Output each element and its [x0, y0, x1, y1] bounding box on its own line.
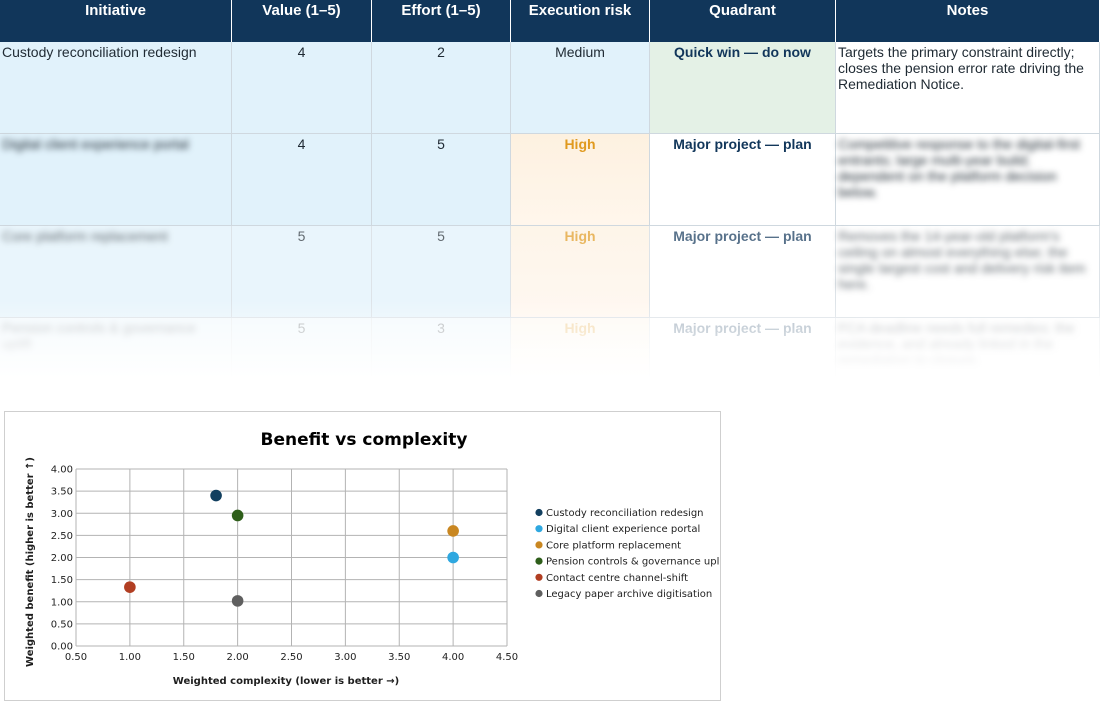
row1-effort: 2: [372, 42, 511, 134]
y-tick-label: 4.00: [51, 465, 73, 476]
chart-ticks: 0.50 1.00 1.50 2.00 2.50 3.00 3.50 4.00 4.50 0.00…: [51, 465, 518, 664]
x-tick-label: 3.50: [388, 652, 410, 663]
y-tick-label: 3.00: [51, 509, 73, 520]
row3-value: 5: [232, 226, 372, 318]
row2-value: 4: [232, 134, 372, 226]
y-tick-label: 3.50: [51, 487, 73, 498]
row2-notes: Competitive response to the digital-firs…: [836, 134, 1100, 226]
legend-marker: [535, 525, 543, 533]
legend-label: Custody reconciliation redesign: [546, 508, 704, 519]
row3-effort: 5: [372, 226, 511, 318]
row3-risk: High: [511, 226, 650, 318]
chart-points: [124, 489, 459, 607]
row1-initiative: Custody reconciliation redesign: [0, 42, 232, 134]
row3-notes-text: Removes the 14-year-old platform's ceili…: [838, 228, 1086, 292]
y-tick-label: 1.00: [51, 597, 73, 608]
legend-label: Core platform replacement: [546, 540, 681, 551]
row4-risk: High: [511, 318, 650, 380]
row4-quadrant: Major project — plan: [650, 318, 836, 380]
chart-frame: Benefit vs complexity 0.50 1.00 1.50 2.00 2.…: [4, 411, 721, 701]
row1-notes: Targets the primary constraint directly;…: [836, 42, 1100, 134]
x-tick-label: 0.50: [65, 652, 87, 663]
y-tick-label: 2.00: [51, 553, 73, 564]
x-tick-label: 2.00: [226, 652, 248, 663]
y-tick-label: 2.50: [51, 531, 73, 542]
legend-label: Legacy paper archive digitisation: [546, 589, 712, 600]
legend-marker: [535, 589, 543, 598]
header-execution-risk: Execution risk: [511, 0, 650, 42]
chart-legend: Custody reconciliation redesign Digital c…: [535, 508, 720, 600]
data-point: [447, 551, 459, 564]
x-tick-label: 1.50: [173, 652, 195, 663]
row4-notes: FCA deadline needs full remedies; the ev…: [836, 318, 1100, 380]
legend-label: Pension controls & governance uplift: [546, 557, 720, 568]
row2-quadrant: Major project — plan: [650, 134, 836, 226]
header-quadrant: Quadrant: [650, 0, 836, 42]
y-tick-label: 1.50: [51, 575, 73, 586]
row4-notes-text: FCA deadline needs full remedies; the ev…: [838, 320, 1075, 368]
row2-risk: High: [511, 134, 650, 226]
row4-value: 5: [232, 318, 372, 380]
row2-initiative: Digital client experience portal: [0, 134, 232, 226]
row2-effort: 5: [372, 134, 511, 226]
row3-initiative: Core platform replacement: [0, 226, 232, 318]
data-point: [124, 581, 136, 593]
header-value: Value (1–5): [232, 0, 372, 42]
data-point: [231, 509, 244, 522]
data-point: [210, 489, 222, 502]
chart-grid: [75, 468, 508, 647]
row4-initiative: Pension controls & governance uplift: [0, 318, 232, 380]
row1-quadrant: Quick win — do now: [650, 42, 836, 134]
y-tick-label: 0.00: [51, 642, 73, 653]
y-axis-title: Weighted benefit (higher is better ↑): [25, 457, 36, 667]
x-tick-label: 1.00: [119, 652, 141, 663]
x-tick-label: 2.50: [280, 652, 302, 663]
row2-initiative-text: Digital client experience portal: [2, 136, 189, 152]
legend-marker: [535, 541, 543, 549]
header-effort: Effort (1–5): [372, 0, 511, 42]
row4-effort: 3: [372, 318, 511, 380]
row3-quadrant: Major project — plan: [650, 226, 836, 318]
x-axis-title: Weighted complexity (lower is better →): [173, 676, 399, 687]
x-tick-label: 4.50: [496, 652, 518, 663]
row1-risk: Medium: [511, 42, 650, 134]
row1-value: 4: [232, 42, 372, 134]
data-point: [231, 595, 244, 607]
data-point: [447, 525, 459, 537]
x-tick-label: 3.00: [334, 652, 356, 663]
legend-marker: [535, 508, 543, 517]
y-tick-label: 0.50: [51, 619, 73, 630]
x-tick-label: 4.00: [442, 652, 464, 663]
header-initiative: Initiative: [0, 0, 232, 42]
row3-notes: Removes the 14-year-old platform's ceili…: [836, 226, 1100, 318]
chart-title: Benefit vs complexity: [261, 430, 468, 450]
legend-label: Digital client experience portal: [546, 524, 700, 535]
legend-marker: [535, 573, 543, 581]
legend-marker: [535, 557, 543, 565]
benefit-complexity-chart: Benefit vs complexity 0.50 1.00 1.50 2.00 2.…: [25, 430, 720, 687]
header-notes: Notes: [836, 0, 1100, 42]
legend-label: Contact centre channel-shift: [546, 573, 688, 584]
row4-initiative-text: Pension controls & governance uplift: [2, 320, 196, 352]
prioritisation-table: Initiative Value (1–5) Effort (1–5) Exec…: [0, 0, 1100, 380]
row3-initiative-text: Core platform replacement: [2, 228, 168, 244]
row2-notes-text: Competitive response to the digital-firs…: [838, 136, 1080, 200]
